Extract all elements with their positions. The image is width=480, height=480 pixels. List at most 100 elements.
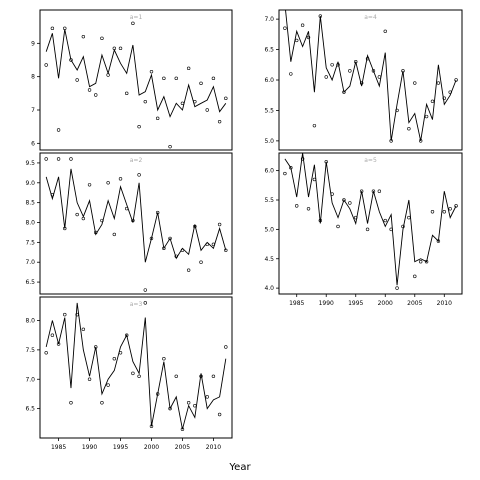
x-tick-label: 1990: [319, 300, 334, 307]
data-point: [50, 193, 55, 197]
data-point: [354, 215, 358, 220]
data-point: [413, 274, 417, 279]
data-point: [413, 81, 417, 85]
data-point: [312, 177, 317, 182]
y-tick-label: 7.5: [25, 239, 35, 246]
data-point: [324, 75, 328, 79]
data-point: [174, 374, 178, 379]
data-point: [330, 192, 334, 196]
data-point: [44, 63, 48, 67]
data-point: [318, 14, 323, 18]
data-point: [359, 81, 364, 85]
y-tick-label: 9.5: [25, 160, 35, 167]
data-point: [424, 259, 429, 264]
y-tick-label: 5.0: [264, 226, 274, 233]
data-point: [371, 189, 376, 193]
data-point: [75, 212, 79, 217]
data-point: [211, 76, 216, 81]
data-point: [383, 218, 387, 223]
panels-layer: a=1 6 7 8 9 a=2 6.5 7.0 7.5 8.0 8.5 9.0 9.5 a=3 6.5 7.0…: [25, 9, 463, 451]
panel-strip-label: a=3: [130, 301, 143, 308]
data-point: [377, 75, 382, 79]
y-tick-label: 5.5: [264, 107, 274, 114]
data-point: [106, 181, 110, 185]
data-point: [155, 210, 160, 215]
panel-strip-label: a=2: [130, 157, 143, 164]
x-tick-label: 2005: [175, 444, 190, 451]
data-point: [448, 207, 452, 211]
panel-3: a=3 6.5 7.0 7.5 8.0 1985 1990 1995 2000 2005 2010: [25, 296, 233, 451]
y-tick-label: 8.0: [25, 318, 35, 325]
y-tick-label: 4.5: [264, 256, 274, 263]
data-point: [69, 58, 73, 62]
data-point: [87, 183, 92, 187]
data-point: [180, 248, 185, 253]
data-point: [205, 108, 209, 112]
y-tick-label: 8: [31, 74, 35, 81]
data-point: [306, 35, 311, 40]
panel-frame: [39, 9, 233, 151]
y-tick-label: 8.0: [25, 220, 35, 227]
x-tick-label: 2010: [437, 300, 452, 307]
data-point: [436, 239, 441, 243]
panel-strip-label: a=4: [364, 14, 377, 21]
data-point: [407, 126, 411, 131]
data-point: [205, 242, 209, 247]
data-point: [359, 189, 364, 193]
data-point: [193, 403, 197, 408]
data-point: [75, 312, 79, 317]
data-point: [168, 236, 172, 241]
data-point: [342, 198, 346, 202]
panel-5: a=5 4.0 4.5 5.0 5.5 6.0 1985 1990 1995 2000 2005 20…: [264, 152, 463, 307]
data-point: [389, 139, 393, 143]
data-point: [300, 23, 305, 27]
data-point: [87, 88, 92, 92]
y-tick-label: 7: [31, 107, 35, 114]
data-point: [56, 157, 61, 161]
panel-data: [283, 10, 458, 143]
panel-1: a=1 6 7 8 9: [31, 9, 233, 151]
y-tick-label: 8.5: [25, 200, 35, 207]
data-point: [330, 63, 334, 67]
data-point: [112, 46, 117, 51]
panel-2: a=2 6.5 7.0 7.5 8.0 8.5 9.0 9.5: [25, 152, 233, 295]
data-point: [56, 128, 61, 132]
data-point: [283, 171, 287, 176]
panel-strip-label: a=5: [364, 157, 377, 164]
data-point: [418, 259, 423, 264]
y-tick-label: 6.0: [264, 77, 274, 84]
data-point: [186, 268, 191, 272]
data-point: [131, 218, 135, 223]
y-tick-label: 5.5: [264, 197, 274, 204]
data-point: [186, 66, 191, 71]
data-point: [306, 207, 311, 211]
data-point: [424, 114, 429, 119]
data-point: [354, 60, 358, 64]
data-point: [44, 157, 48, 161]
data-point: [318, 218, 323, 223]
data-point: [63, 226, 67, 231]
data-point: [324, 160, 328, 164]
data-point: [56, 342, 61, 346]
data-point: [312, 123, 317, 128]
data-point: [63, 312, 67, 317]
x-tick-label: 2010: [206, 444, 221, 451]
data-point: [162, 246, 166, 251]
data-point: [94, 345, 98, 349]
data-point: [430, 99, 435, 104]
y-tick-label: 6.5: [25, 406, 35, 413]
x-tick-label: 1995: [348, 300, 363, 307]
y-tick-label: 4.0: [264, 285, 274, 292]
data-point: [442, 96, 446, 100]
data-point: [180, 427, 185, 431]
data-point: [295, 38, 299, 43]
data-point: [174, 254, 178, 258]
x-tick-label: 2000: [378, 300, 393, 307]
data-point: [149, 236, 154, 241]
data-point: [377, 189, 382, 193]
data-point: [44, 351, 48, 355]
data-point: [137, 173, 141, 177]
y-tick-label: 6.5: [25, 279, 35, 286]
panel-frame: [39, 152, 233, 295]
